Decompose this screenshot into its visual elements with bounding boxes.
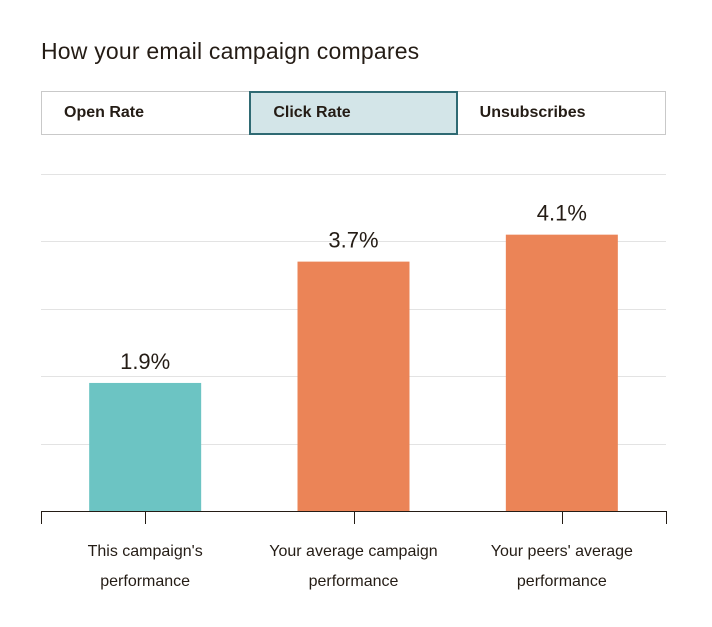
x-tick-label: This campaign's [88, 543, 203, 560]
x-tick-label: performance [309, 573, 399, 590]
bar [297, 261, 410, 511]
x-tick-label: performance [100, 573, 190, 590]
x-tick-label: Your average campaign [269, 543, 437, 560]
chart-title: How your email campaign compares [41, 38, 420, 64]
bar [89, 382, 202, 511]
tab-open-rate[interactable]: Open Rate [64, 104, 145, 121]
bar [505, 234, 618, 511]
tab-click-rate[interactable]: Click Rate [249, 91, 458, 135]
bar-value-label: 4.1% [537, 201, 587, 226]
x-tick-label: Your peers' average [491, 543, 633, 560]
metric-tab-bar: Open Rate Click Rate Unsubscribes [41, 91, 666, 135]
tab-unsubscribes[interactable]: Unsubscribes [479, 104, 586, 121]
x-tick-label: performance [517, 573, 607, 590]
bar-value-label: 3.7% [328, 228, 378, 253]
bar-value-label: 1.9% [120, 349, 170, 374]
